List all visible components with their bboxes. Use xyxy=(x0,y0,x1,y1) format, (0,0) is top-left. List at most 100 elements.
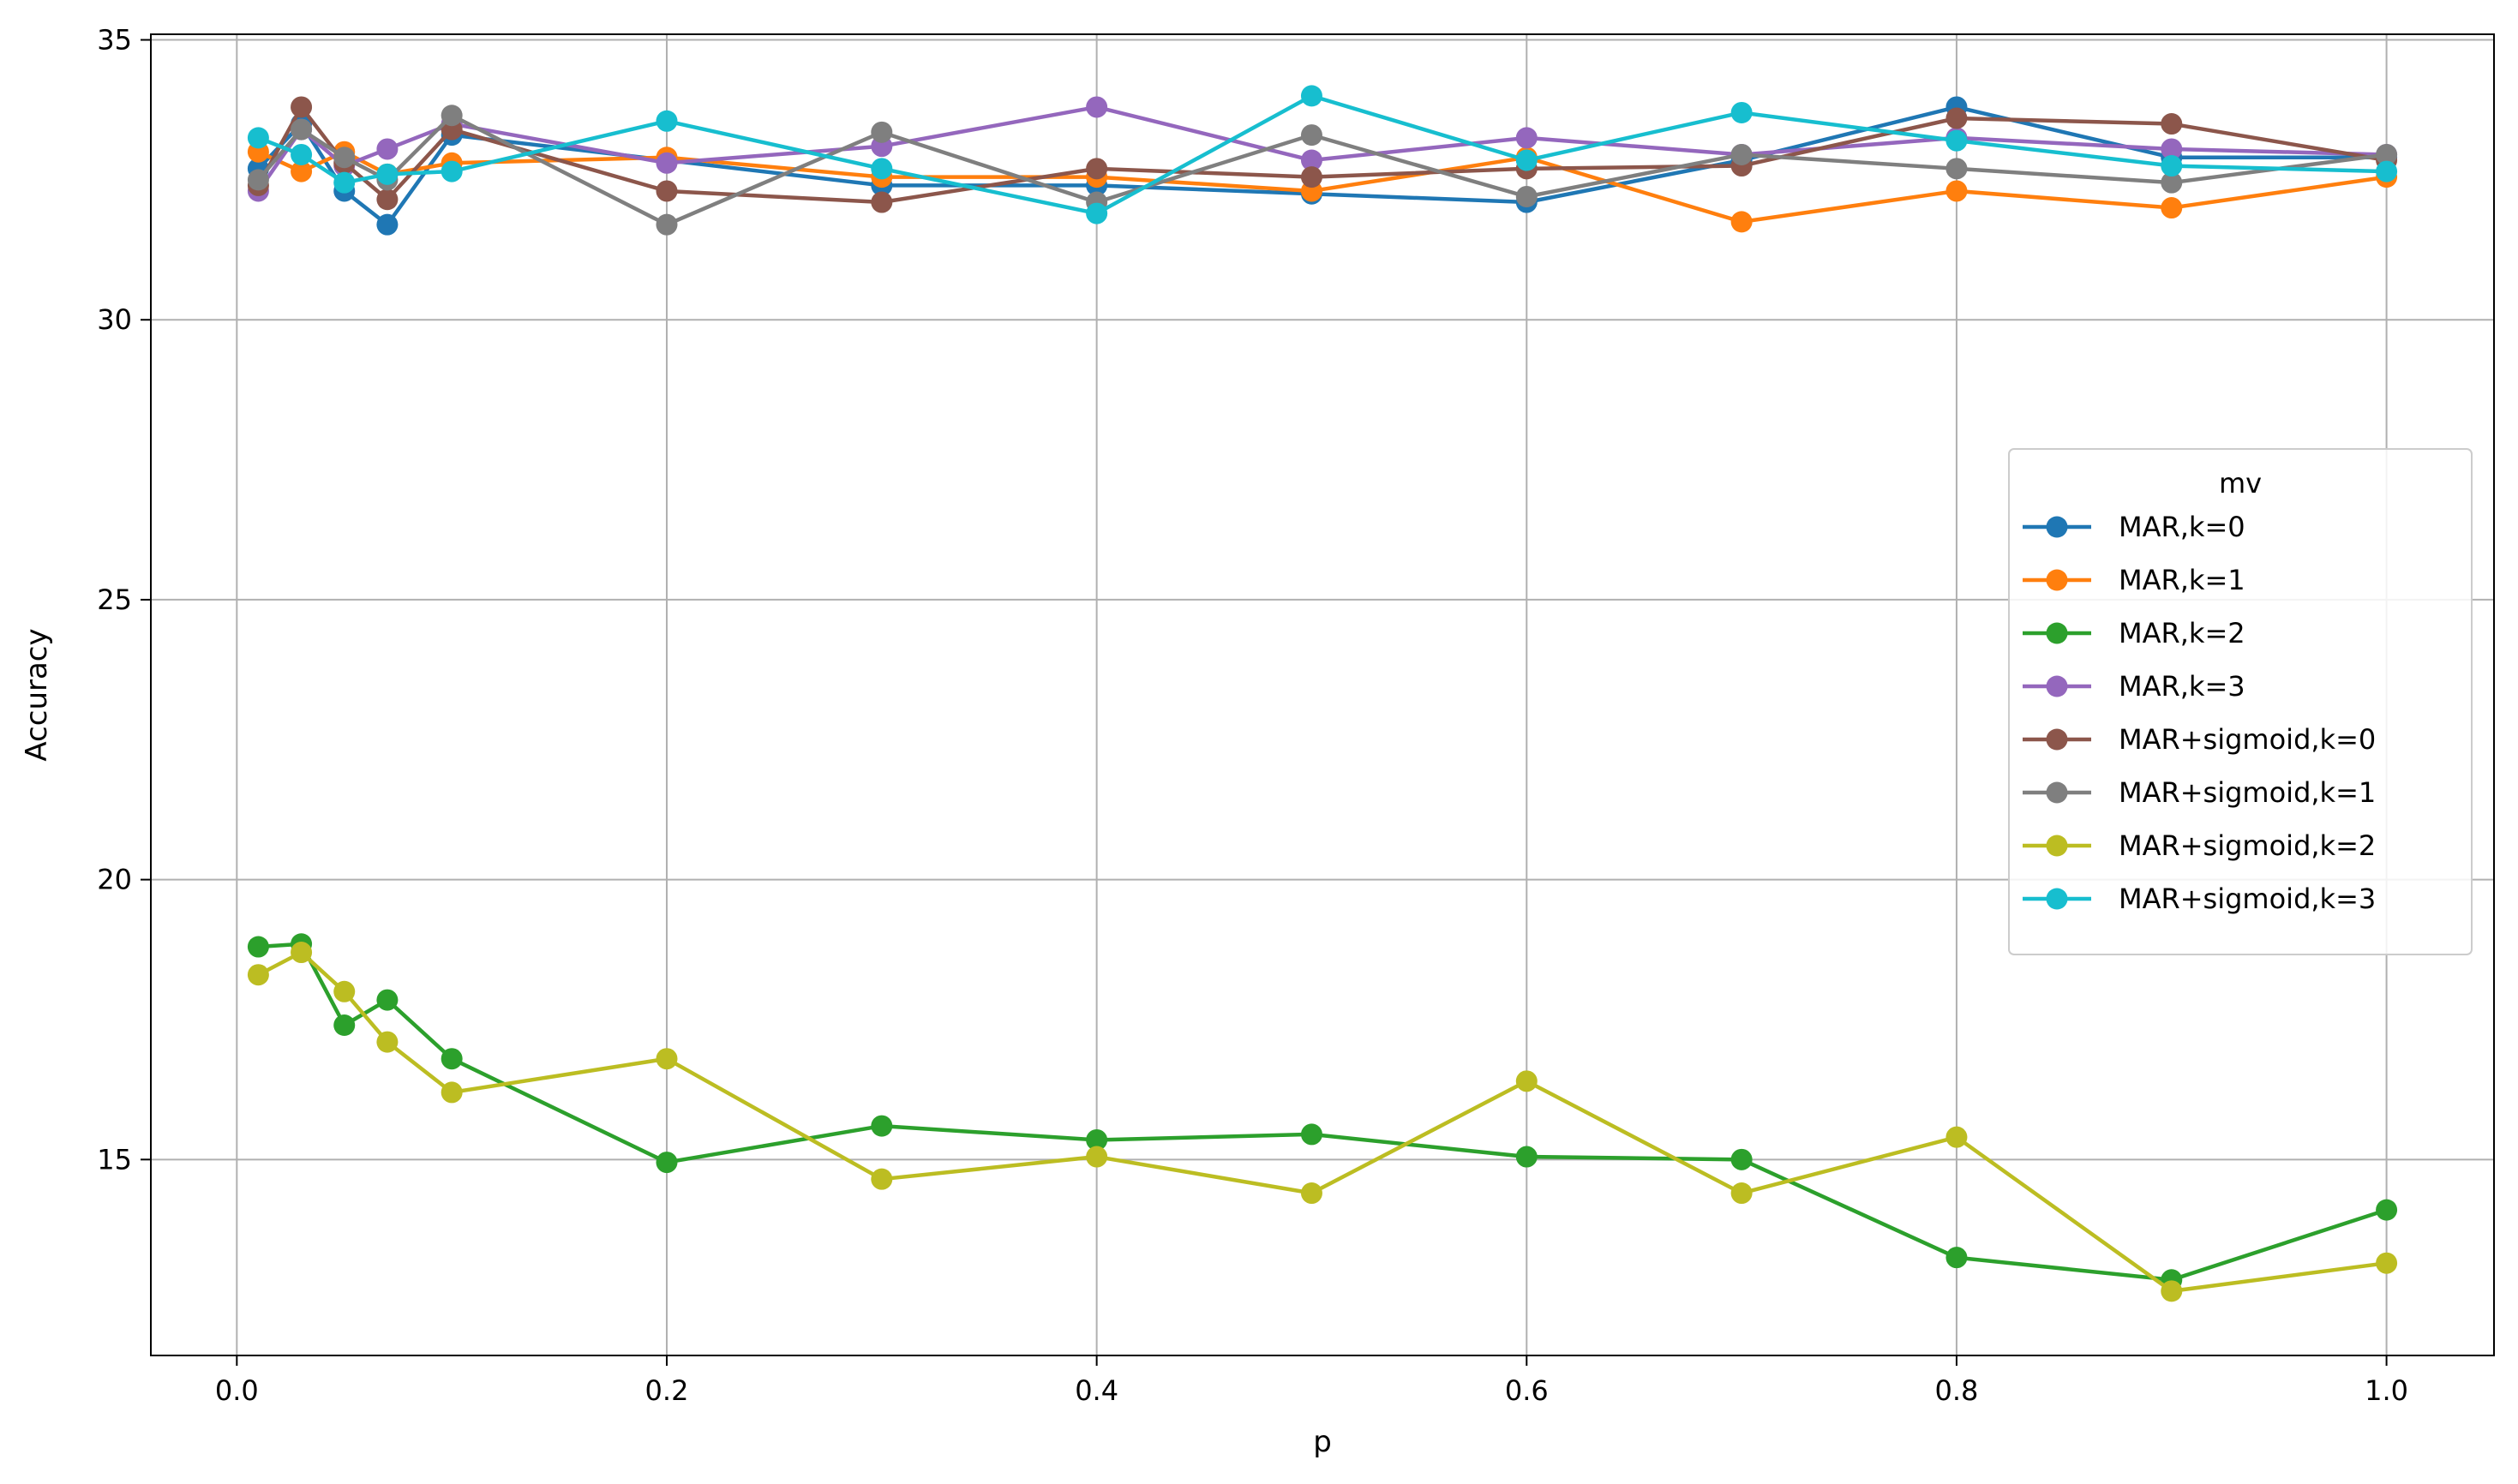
data-point xyxy=(1300,1182,1322,1205)
data-point xyxy=(376,989,399,1011)
data-point xyxy=(333,980,356,1002)
x-tick-label: 1.0 xyxy=(2365,1374,2408,1407)
data-point xyxy=(1945,1247,1968,1269)
legend-item: MAR+sigmoid,k=0 xyxy=(2023,723,2376,756)
data-point xyxy=(1730,101,1753,123)
data-point xyxy=(1945,107,1968,129)
data-point xyxy=(333,171,356,194)
data-point xyxy=(247,127,269,149)
legend-item: MAR+sigmoid,k=2 xyxy=(2023,829,2376,862)
data-point xyxy=(1300,124,1322,147)
data-point xyxy=(2161,113,2183,135)
x-tick-label: 0.2 xyxy=(645,1374,689,1407)
legend-marker xyxy=(2046,622,2068,644)
data-point xyxy=(1515,185,1538,207)
data-point xyxy=(871,158,893,180)
legend-label: MAR,k=3 xyxy=(2119,670,2245,703)
data-point xyxy=(247,964,269,986)
x-tick-label: 0.0 xyxy=(215,1374,259,1407)
y-tick-label: 35 xyxy=(97,24,132,57)
series-7 xyxy=(247,942,2398,1302)
data-point xyxy=(441,1081,463,1104)
series-line xyxy=(258,942,2388,1283)
series-3 xyxy=(247,933,2398,1291)
x-axis-ticks: 0.0 0.2 0.4 0.6 0.8 1.0 xyxy=(215,1355,2408,1407)
data-point xyxy=(2161,138,2183,160)
data-point xyxy=(441,105,463,127)
legend-marker xyxy=(2046,781,2068,804)
y-axis-ticks: 15 20 25 30 35 xyxy=(97,24,151,1176)
data-point xyxy=(441,1048,463,1070)
legend-marker xyxy=(2046,888,2068,910)
data-point xyxy=(1945,158,1968,180)
data-point xyxy=(2161,1280,2183,1302)
data-point xyxy=(656,1152,678,1174)
data-point xyxy=(1300,1123,1322,1146)
data-point xyxy=(1300,166,1322,188)
series-8 xyxy=(247,85,2398,224)
data-point xyxy=(1086,1146,1108,1168)
data-point xyxy=(2376,143,2398,165)
legend-marker xyxy=(2046,835,2068,857)
data-point xyxy=(2376,160,2398,183)
legend-item: MAR,k=2 xyxy=(2023,617,2245,649)
data-point xyxy=(247,936,269,958)
y-tick-label: 25 xyxy=(97,583,132,616)
data-point xyxy=(656,180,678,202)
data-point xyxy=(1730,1148,1753,1170)
data-point xyxy=(376,188,399,211)
legend-label: MAR+sigmoid,k=3 xyxy=(2119,883,2376,915)
data-point xyxy=(1730,143,1753,165)
data-point xyxy=(656,213,678,236)
data-point xyxy=(291,143,313,165)
data-point xyxy=(871,1168,893,1190)
data-point xyxy=(291,118,313,141)
data-point xyxy=(1730,1182,1753,1205)
data-point xyxy=(291,160,313,183)
y-tick-label: 15 xyxy=(97,1143,132,1176)
data-point xyxy=(333,147,356,169)
legend-title: mv xyxy=(2219,467,2262,500)
data-point xyxy=(2376,1199,2398,1221)
series-1 xyxy=(247,96,2398,236)
x-tick-label: 0.4 xyxy=(1075,1374,1118,1407)
data-point xyxy=(1945,129,1968,152)
x-tick-label: 0.6 xyxy=(1505,1374,1549,1407)
data-point xyxy=(871,121,893,143)
legend-items: MAR,k=0 MAR,k=1 MAR,k=2 MAR,k=3 MAR+sigmoid,… xyxy=(2023,511,2376,915)
data-point xyxy=(376,213,399,236)
data-point xyxy=(1086,158,1108,180)
legend-label: MAR,k=2 xyxy=(2119,617,2245,649)
legend-label: MAR+sigmoid,k=2 xyxy=(2119,829,2376,862)
data-point xyxy=(1730,211,1753,233)
data-point xyxy=(1086,1128,1108,1151)
legend-item: MAR,k=3 xyxy=(2023,670,2245,703)
data-point xyxy=(376,163,399,185)
x-axis-label: p xyxy=(1313,1425,1332,1459)
series-6 xyxy=(247,105,2398,236)
y-tick-label: 20 xyxy=(97,864,132,896)
legend-item: MAR,k=0 xyxy=(2023,511,2245,543)
data-point xyxy=(1086,202,1108,224)
legend-marker xyxy=(2046,728,2068,751)
data-point xyxy=(1300,149,1322,171)
y-axis-label: Accuracy xyxy=(20,628,54,761)
x-tick-label: 0.8 xyxy=(1934,1374,1978,1407)
data-point xyxy=(1945,180,1968,202)
legend-item: MAR+sigmoid,k=1 xyxy=(2023,776,2376,809)
data-point xyxy=(376,1031,399,1053)
legend-label: MAR+sigmoid,k=1 xyxy=(2119,776,2376,809)
y-tick-label: 30 xyxy=(97,303,132,336)
legend-marker xyxy=(2046,675,2068,697)
data-point xyxy=(1300,85,1322,107)
data-point xyxy=(1945,1126,1968,1148)
legend-marker xyxy=(2046,516,2068,538)
data-point xyxy=(291,942,313,964)
data-point xyxy=(1086,96,1108,118)
data-point xyxy=(1515,149,1538,171)
data-point xyxy=(1515,1146,1538,1168)
series-layer xyxy=(247,85,2398,1302)
series-line xyxy=(257,950,2387,1294)
legend-label: MAR+sigmoid,k=0 xyxy=(2119,723,2376,756)
